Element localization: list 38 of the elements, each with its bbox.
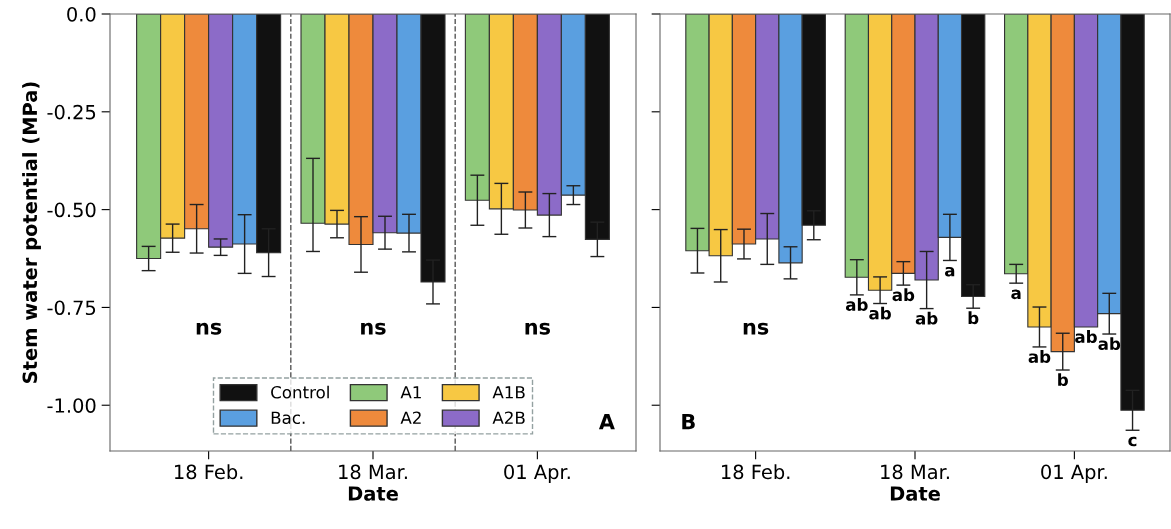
x-tick-label: 18 Feb.: [175, 464, 243, 480]
x-tick-label: 18 Feb.: [722, 464, 790, 480]
y-axis-title: Stem water potential (MPa): [22, 82, 41, 383]
annotation: ns: [525, 322, 550, 335]
y-tick-label: 0.0: [67, 6, 96, 22]
data-label: a: [1011, 289, 1021, 300]
annotation: ns: [361, 322, 386, 335]
legend-label: A2: [400, 411, 421, 424]
x-tick-label: 18 Mar.: [881, 464, 949, 480]
y-tick-label: -0.25: [47, 104, 96, 120]
legend-label: A2B: [492, 411, 525, 424]
data-label: b: [1058, 373, 1068, 387]
x-tick-label: 18 Mar.: [339, 464, 407, 480]
data-label: ab: [1098, 337, 1121, 351]
legend-label: A1: [400, 386, 421, 399]
annotation: B: [682, 414, 695, 430]
data-label: ab: [1075, 330, 1097, 344]
annotation: ns: [743, 322, 769, 335]
data-label: ab: [845, 298, 868, 311]
data-label: ab: [1028, 350, 1051, 363]
y-tick-label: -0.75: [47, 300, 96, 316]
y-tick-label: -1.00: [47, 398, 96, 413]
data-label: a: [945, 266, 955, 277]
x-tick-label: 01 Apr.: [504, 464, 570, 484]
data-label: ab: [892, 288, 915, 302]
x-axis-title: Date: [890, 486, 940, 501]
legend-label: Bac.: [271, 411, 305, 425]
text: A: [598, 414, 615, 430]
data-label: ab: [915, 311, 938, 325]
y-tick-label: -0.50: [47, 202, 96, 218]
annotation: ns: [196, 322, 222, 335]
x-axis-title: Date: [348, 486, 398, 501]
data-label: ab: [869, 306, 891, 320]
data-label: b: [968, 311, 979, 325]
legend-label: Control: [271, 385, 329, 399]
legend-label: A1B: [492, 386, 525, 399]
data-label: c: [1128, 436, 1137, 447]
x-tick-label: 01 Apr.: [1041, 464, 1107, 484]
